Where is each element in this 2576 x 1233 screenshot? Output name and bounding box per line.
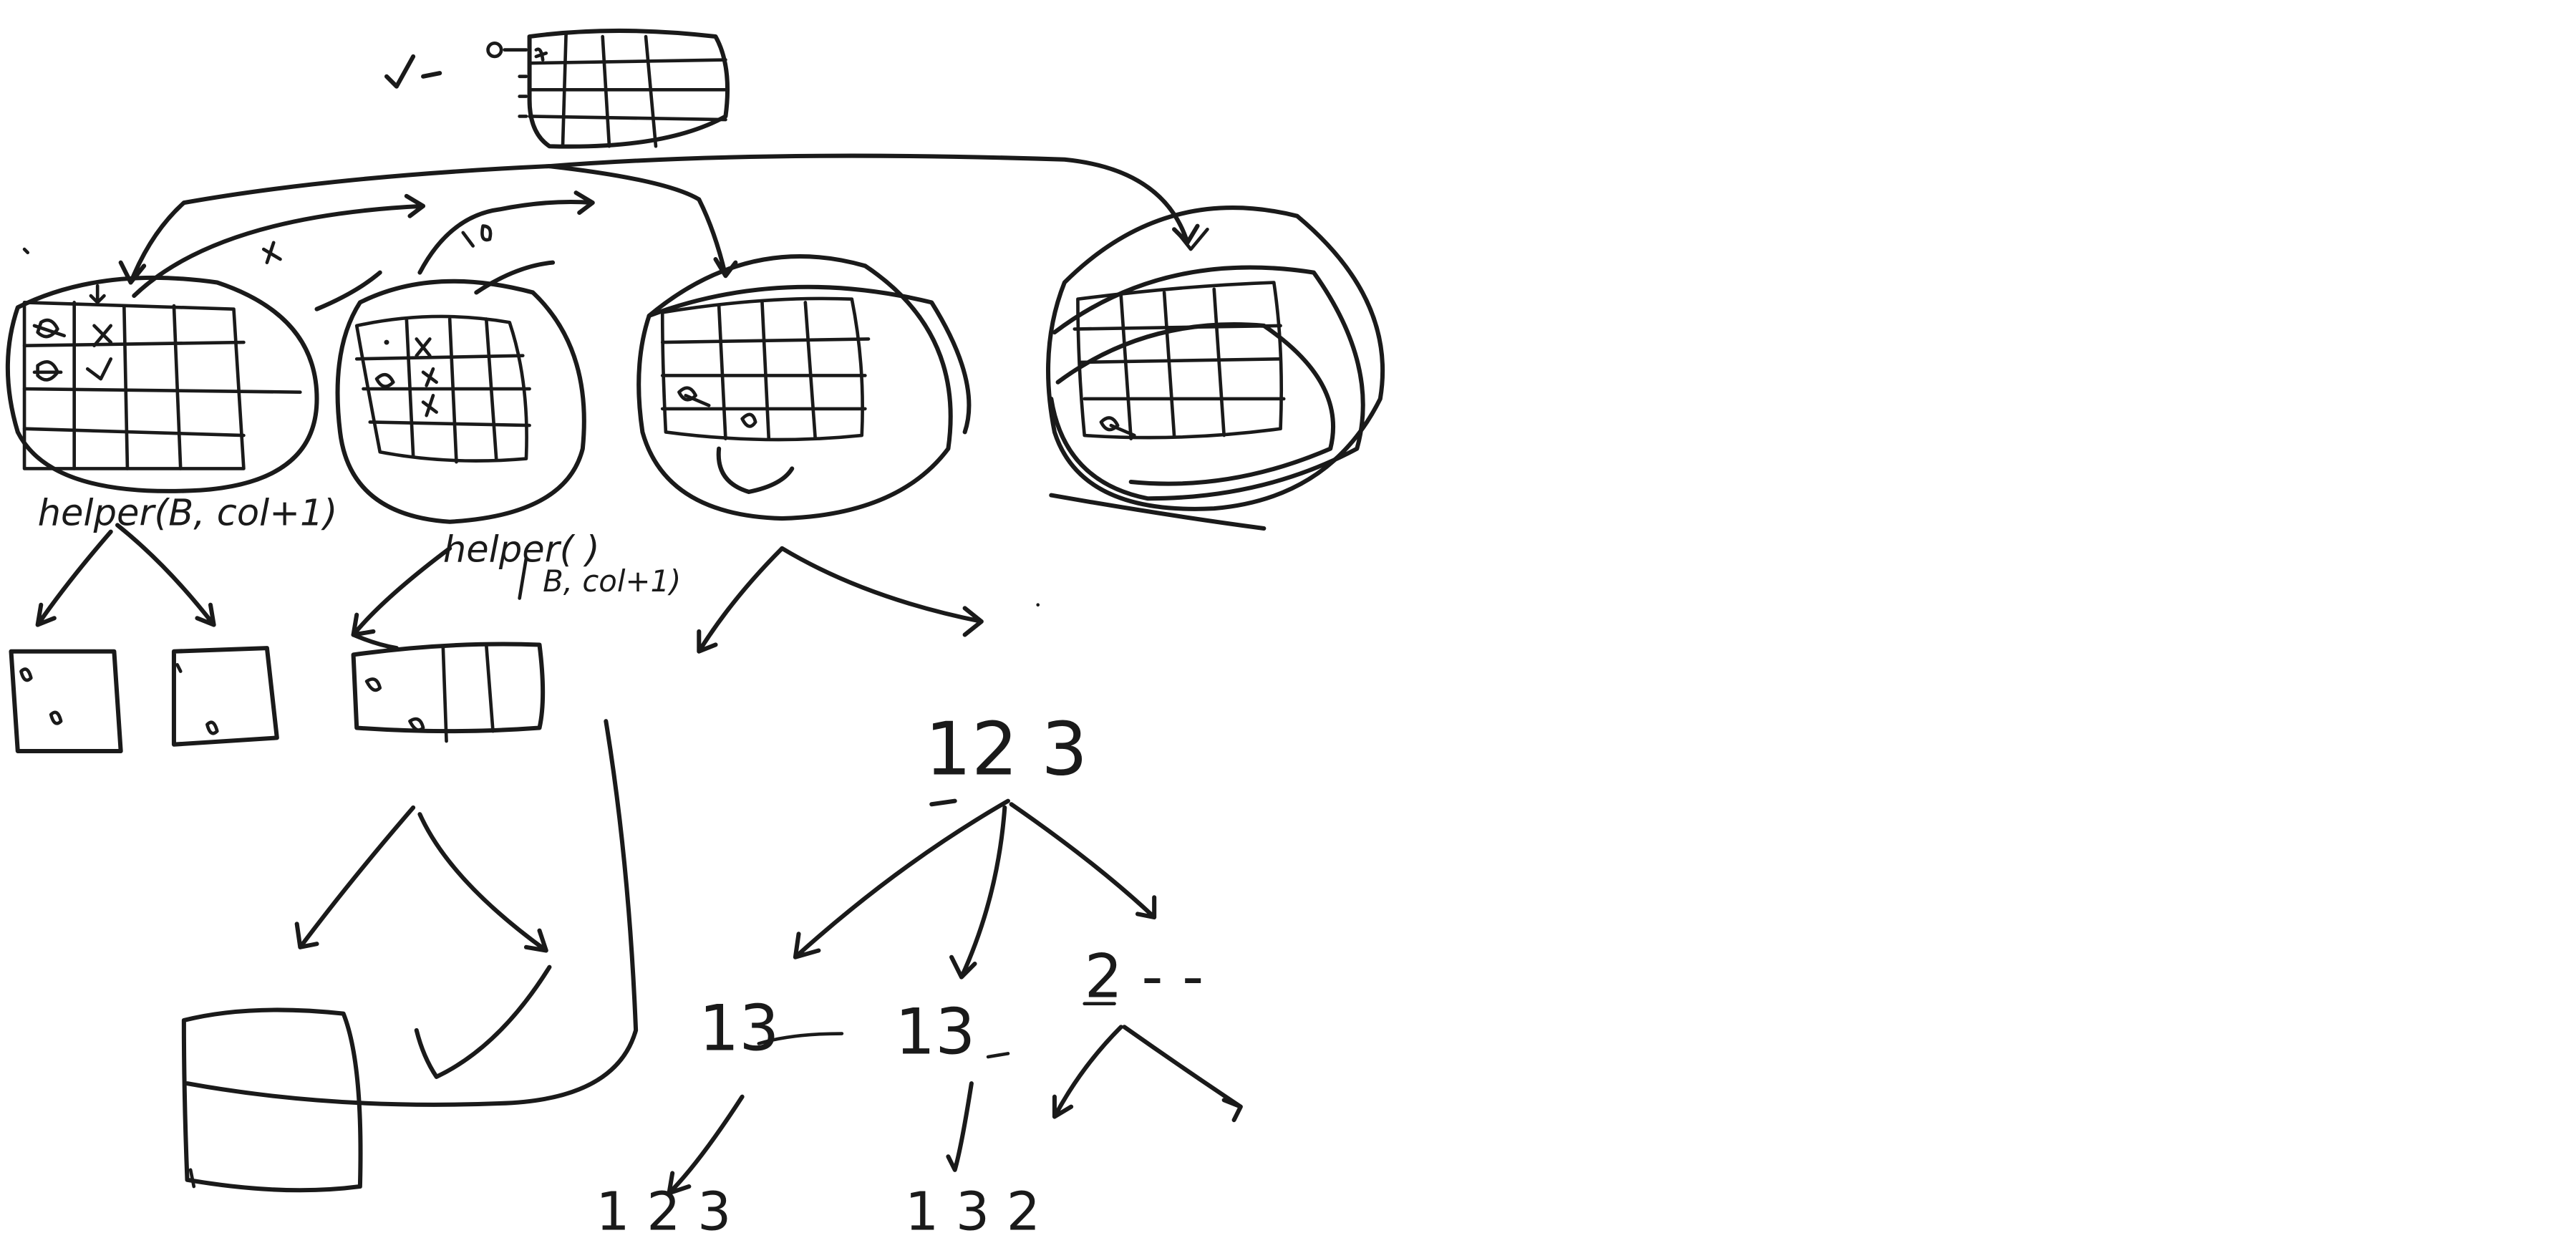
level2-arrows [35, 523, 1040, 654]
helper-call-left-label: helper(B, col+1) [38, 492, 338, 534]
sequence-leaf-b-label: 1 3 2 [905, 1180, 1040, 1233]
sequence-leaf-a-label: 1 2 3 [596, 1180, 731, 1233]
helper-call-middle-args-label: B, col+1) [543, 564, 681, 599]
level3-left [181, 719, 639, 1193]
board-4 [1046, 206, 1385, 531]
sequence-child-c-label: 2 - - [1085, 941, 1204, 1011]
root-branch-arrows [22, 153, 1200, 311]
permutation-tree: 12 3 13 13 2 - - 1 2 3 1 3 2 [596, 707, 1243, 1233]
helper-call-middle-name-label: helper( ) [443, 528, 600, 571]
root-board [384, 28, 730, 149]
board-3 [636, 254, 972, 521]
sequence-child-b-label: 13 [895, 995, 975, 1068]
sequence-child-a-label: 13 [699, 992, 779, 1065]
helper-labels: helper(B, col+1) helper( ) B, col+1) [38, 492, 681, 600]
sequence-root-label: 12 3 [925, 707, 1088, 792]
small-boards [9, 642, 546, 753]
board-1 [5, 275, 319, 493]
board-2 [335, 279, 586, 524]
